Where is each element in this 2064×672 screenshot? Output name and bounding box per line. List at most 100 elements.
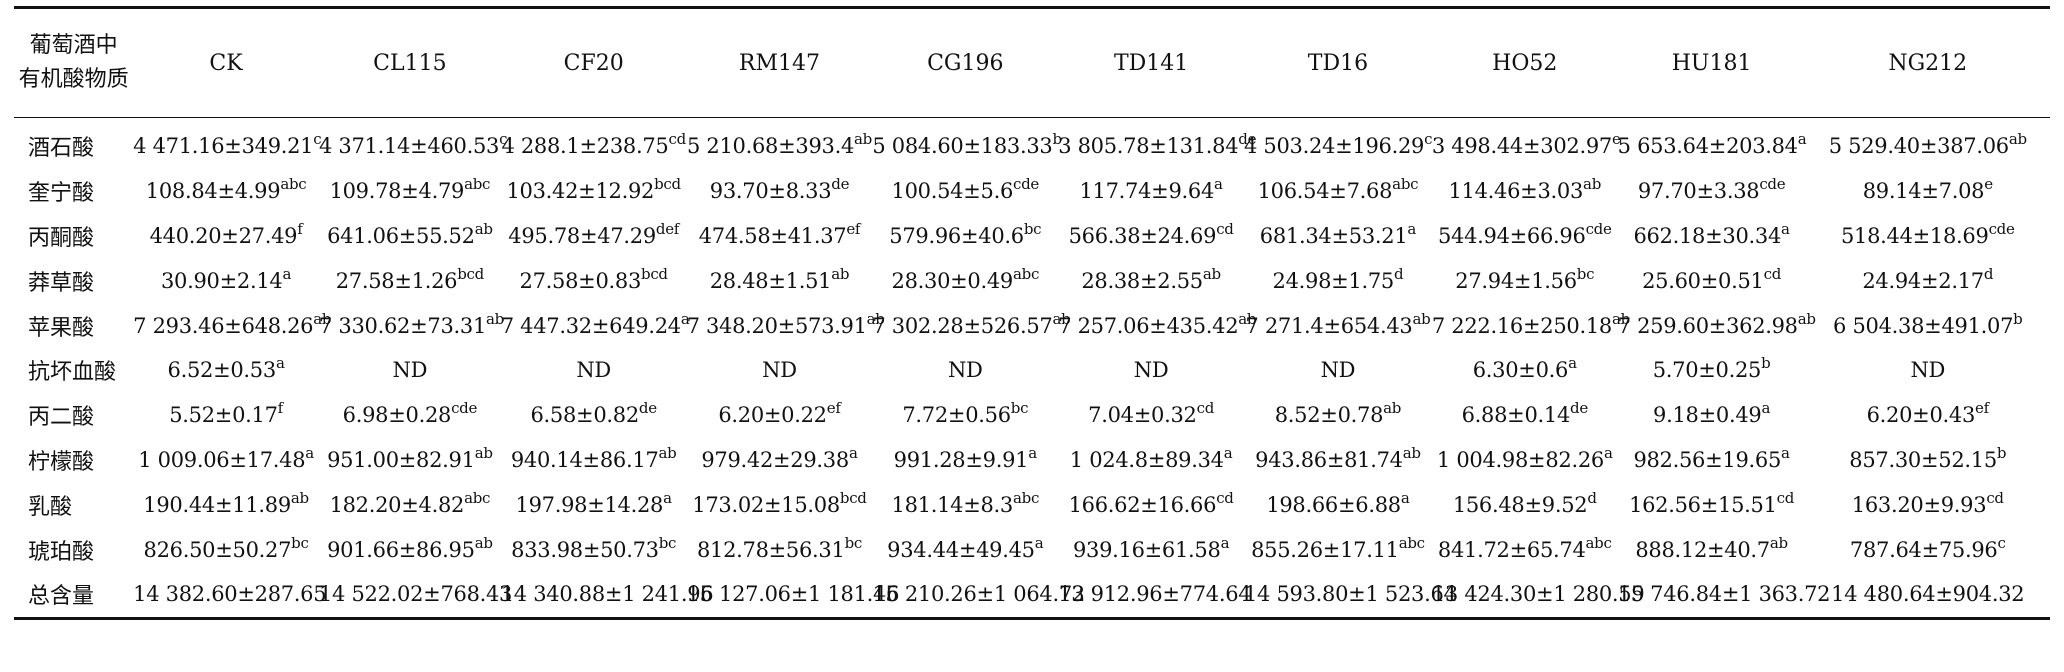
- table-cell: 114.46±3.03ab: [1432, 169, 1618, 214]
- table-cell: 5 210.68±393.4ab: [687, 118, 873, 169]
- table-cell: 6.20±0.22ef: [687, 393, 873, 438]
- corner-header-line: 有机酸物质: [18, 67, 129, 92]
- cell-value: 7 293.46±648.26: [133, 313, 314, 338]
- cell-value: 3 498.44±302.97: [1431, 134, 1612, 159]
- table-cell: 28.38±2.55ab: [1058, 258, 1244, 303]
- significance-letter: ab: [1238, 309, 1257, 328]
- table-row: 乳酸 190.44±11.89ab 182.20±4.82abc 197.98±14.…: [14, 482, 2050, 527]
- cell-value: 6.20±0.22: [718, 403, 827, 428]
- cell-value: 495.78±47.29: [508, 223, 656, 248]
- table-cell: 787.64±75.96c: [1806, 527, 2051, 572]
- table-cell: 7.72±0.56bc: [872, 393, 1058, 438]
- cell-value: 7.72±0.56: [902, 403, 1011, 428]
- corner-header: 葡萄酒中 有机酸物质: [14, 8, 133, 118]
- significance-letter: a: [1761, 399, 1771, 418]
- significance-letter: c: [1424, 130, 1433, 149]
- cell-value: 97.70±3.38: [1637, 179, 1760, 204]
- table-cell: 6 504.38±491.07b: [1806, 303, 2051, 348]
- significance-letter: a: [1781, 219, 1790, 238]
- significance-letter: a: [282, 264, 292, 283]
- cell-value: 93.70±8.33: [709, 179, 832, 204]
- cell-value: 181.14±8.3: [891, 492, 1014, 517]
- cell-value: 14 382.60±287.65: [133, 582, 327, 607]
- cell-value: 28.38±2.55: [1081, 268, 1203, 293]
- cell-value: 939.16±61.58: [1072, 537, 1221, 562]
- cell-value: 6 504.38±491.07: [1833, 313, 2014, 338]
- significance-letter: cd: [1763, 264, 1782, 283]
- table-row: 酒石酸 4 471.16±349.21c 4 371.14±460.53c 4 288…: [14, 118, 2050, 169]
- table-cell: ND: [1806, 348, 2051, 393]
- significance-letter: d: [1394, 264, 1404, 283]
- significance-letter: b: [1761, 354, 1771, 373]
- table-cell: 15 746.84±1 363.72: [1618, 572, 1831, 618]
- cell-value: 15 746.84±1 363.72: [1617, 582, 1831, 607]
- cell-value: ND: [1910, 358, 1946, 383]
- table-cell: 855.26±17.11abc: [1244, 527, 1432, 572]
- row-label: 酒石酸: [28, 136, 95, 162]
- cell-value: 162.56±15.51: [1629, 492, 1777, 517]
- cell-value: 15 210.26±1 064.72: [872, 582, 1085, 607]
- significance-letter: ab: [1611, 309, 1630, 328]
- table-cell: 103.42±12.92bcd: [501, 169, 687, 214]
- row-label: 琥珀酸: [28, 539, 95, 565]
- significance-letter: abc: [464, 488, 491, 507]
- table-cell: 28.30±0.49abc: [872, 258, 1058, 303]
- significance-letter: a: [680, 309, 690, 328]
- significance-letter: cde: [1585, 219, 1612, 238]
- cell-value: 108.84±4.99: [145, 179, 281, 204]
- significance-letter: de: [1570, 399, 1588, 418]
- cell-value: 4 471.16±349.21: [133, 134, 314, 159]
- table-cell: 15 127.06±1 181.46: [687, 572, 900, 618]
- significance-letter: ab: [313, 309, 332, 328]
- significance-letter: abc: [1398, 533, 1425, 552]
- significance-letter: cde: [1013, 175, 1040, 194]
- significance-letter: c: [499, 130, 508, 149]
- significance-letter: a: [1220, 533, 1230, 552]
- cell-value: 7 222.16±250.18: [1431, 313, 1612, 338]
- cell-value: 24.94±2.17: [1862, 268, 1984, 293]
- table-cell: 13 424.30±1 280.59: [1432, 572, 1645, 618]
- significance-letter: cd: [668, 130, 686, 149]
- cell-value: 6.98±0.28: [342, 403, 452, 428]
- table-row: 奎宁酸 108.84±4.99abc 109.78±4.79abc 103.42±12…: [14, 169, 2050, 214]
- table-cell: 163.20±9.93cd: [1806, 482, 2051, 527]
- cell-value: 15 127.06±1 181.46: [686, 582, 900, 607]
- significance-letter: e: [1611, 130, 1621, 149]
- table-cell: 14 382.60±287.65: [133, 572, 326, 618]
- cell-value: 5.52±0.17: [169, 403, 278, 428]
- row-label: 总含量: [28, 584, 95, 610]
- significance-letter: bcd: [654, 175, 681, 194]
- significance-letter: ab: [831, 264, 850, 283]
- cell-value: 888.12±40.7: [1635, 537, 1770, 562]
- table-cell: 8.52±0.78ab: [1244, 393, 1432, 438]
- cell-value: 991.28±9.91: [893, 447, 1029, 472]
- table-cell: 5 529.40±387.06ab: [1806, 118, 2051, 169]
- cell-value: 934.44±49.45: [887, 537, 1035, 562]
- cell-value: 166.62±16.66: [1068, 492, 1217, 517]
- cell-value: 474.58±41.37: [698, 223, 847, 248]
- table-cell: 25.60±0.51cd: [1618, 258, 1806, 303]
- significance-letter: ab: [1202, 264, 1221, 283]
- table-row: 总含量 14 382.60±287.65 14 522.02±768.43 14 34…: [14, 572, 2050, 619]
- cell-value: 855.26±17.11: [1251, 537, 1399, 562]
- cell-value: 6.20±0.43: [1866, 403, 1976, 428]
- cell-value: 6.30±0.6: [1472, 358, 1569, 383]
- significance-letter: d: [1587, 488, 1597, 507]
- row-label: 丙酮酸: [28, 225, 95, 251]
- cell-value: ND: [947, 358, 983, 383]
- table-cell: 162.56±15.51cd: [1618, 482, 1806, 527]
- significance-letter: bc: [291, 533, 309, 552]
- significance-letter: bcd: [641, 264, 668, 283]
- table-row: 抗坏血酸 6.52±0.53a ND ND ND ND ND ND 6.30±0.6a 5.70±…: [14, 348, 2050, 393]
- cell-value: 6.88±0.14: [1461, 403, 1571, 428]
- table-cell: 93.70±8.33de: [687, 169, 873, 214]
- table-cell: 474.58±41.37ef: [687, 214, 873, 259]
- table-cell: 544.94±66.96cde: [1432, 214, 1618, 259]
- column-header: CF20: [563, 50, 624, 76]
- significance-letter: ab: [1412, 309, 1431, 328]
- cell-value: 7 259.60±362.98: [1617, 313, 1798, 338]
- column-header: TD141: [1113, 50, 1189, 76]
- cell-value: 979.42±29.38: [701, 447, 849, 472]
- table-cell: 6.20±0.43ef: [1806, 393, 2051, 438]
